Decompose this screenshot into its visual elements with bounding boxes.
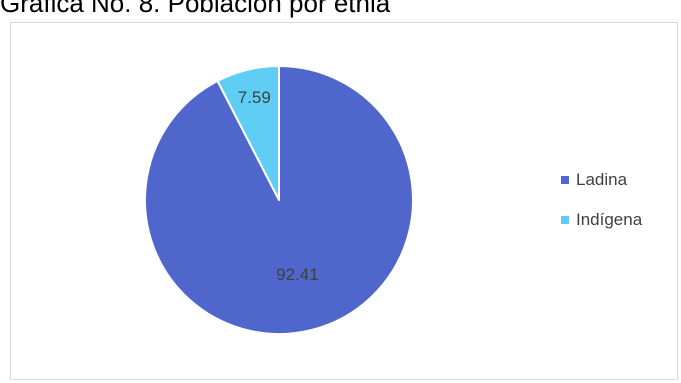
chart-title: Gráfica No. 8. Población por etnia [0,0,391,18]
legend-swatch-indigena [561,216,569,224]
pie-slice-indigena [216,65,280,201]
legend-swatch-ladina [561,176,569,184]
data-label-indigena: 7.59 [238,88,271,107]
legend-item-ladina: Ladina [561,168,642,192]
legend: Ladina Indígena [561,168,642,248]
legend-label-indigena: Indígena [576,210,643,229]
legend-label-ladina: Ladina [576,170,628,189]
legend-item-indigena: Indígena [561,208,642,232]
data-label-ladina: 92.41 [276,265,319,284]
